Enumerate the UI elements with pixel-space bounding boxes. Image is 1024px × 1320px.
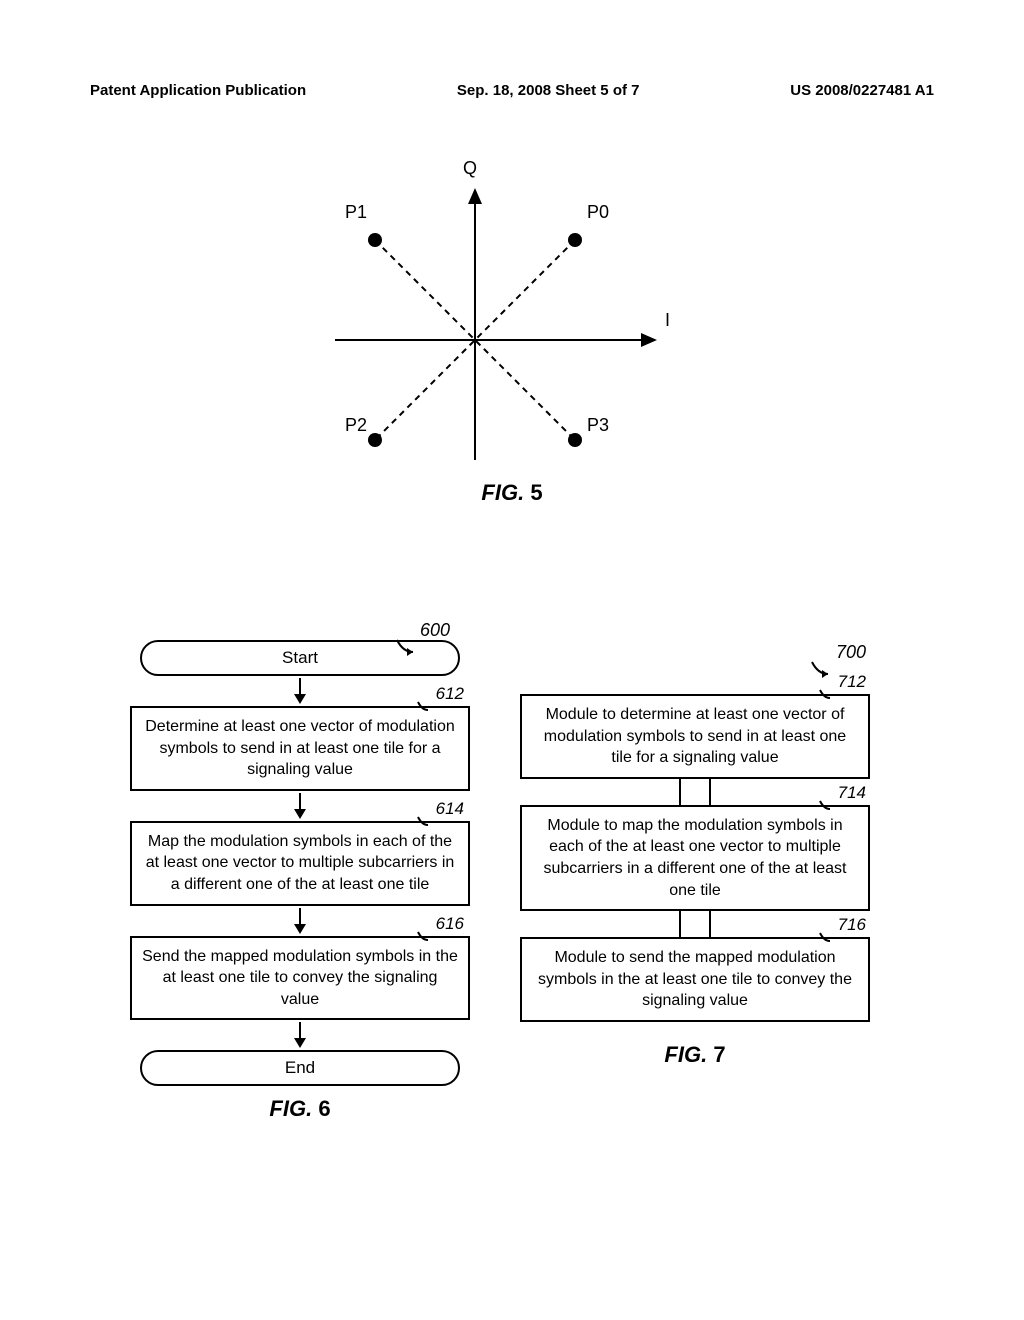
point-p3-label: P3 xyxy=(587,415,609,436)
module-714-wrap: 714 Module to map the modulation symbols… xyxy=(520,805,870,911)
header-right: US 2008/0227481 A1 xyxy=(790,82,934,99)
axis-q-label: Q xyxy=(463,158,477,179)
figure-7-caption: FIG. 7 xyxy=(520,1042,870,1068)
figure-5-constellation: Q I P0 P1 P2 P3 xyxy=(255,160,695,500)
module-714-ref: 714 xyxy=(838,783,866,803)
point-p1-label: P1 xyxy=(345,202,367,223)
figure-6-caption: FIG. 6 xyxy=(130,1096,470,1122)
fig7-caption-num: 7 xyxy=(707,1042,725,1067)
header-center: Sep. 18, 2008 Sheet 5 of 7 xyxy=(457,82,640,99)
module-716-wrap: 716 Module to send the mapped modulation… xyxy=(520,937,870,1022)
module-716-ref: 716 xyxy=(838,915,866,935)
ref-hook-icon xyxy=(818,931,832,945)
ref-hook-icon xyxy=(818,688,832,702)
ref-hook-icon xyxy=(818,799,832,813)
fig7-ref-hook-icon xyxy=(810,660,830,678)
step-612-wrap: 612 Determine at least one vector of mod… xyxy=(130,706,470,791)
step-612-ref: 612 xyxy=(436,684,464,704)
page-header: Patent Application Publication Sep. 18, … xyxy=(0,82,1024,99)
figure-5-caption: FIG. 5 xyxy=(0,480,1024,506)
step-616-process: Send the mapped modulation symbols in th… xyxy=(130,936,470,1021)
module-712-wrap: 712 Module to determine at least one vec… xyxy=(520,694,870,779)
fig7-caption-prefix: FIG. xyxy=(664,1042,707,1067)
module-712: Module to determine at least one vector … xyxy=(520,694,870,779)
header-left: Patent Application Publication xyxy=(90,82,306,99)
step-616-ref: 616 xyxy=(436,914,464,934)
ref-hook-icon xyxy=(416,930,430,944)
module-716: Module to send the mapped modulation sym… xyxy=(520,937,870,1022)
constellation-svg xyxy=(255,160,695,500)
module-714: Module to map the modulation symbols in … xyxy=(520,805,870,911)
fig6-caption-prefix: FIG. xyxy=(269,1096,312,1121)
fig6-ref-hook-icon xyxy=(395,638,415,656)
step-612-process: Determine at least one vector of modulat… xyxy=(130,706,470,791)
module-712-ref: 712 xyxy=(838,672,866,692)
figure-7-ref: 700 xyxy=(836,642,866,663)
step-614-ref: 614 xyxy=(436,799,464,819)
axis-i-label: I xyxy=(665,310,670,331)
end-terminal: End xyxy=(140,1050,460,1086)
step-616-wrap: 616 Send the mapped modulation symbols i… xyxy=(130,936,470,1021)
arrow-down-icon xyxy=(130,1022,470,1048)
point-p0-label: P0 xyxy=(587,202,609,223)
figure-6-ref: 600 xyxy=(420,620,450,641)
step-614-wrap: 614 Map the modulation symbols in each o… xyxy=(130,821,470,906)
ref-hook-icon xyxy=(416,815,430,829)
fig5-caption-num: 5 xyxy=(524,480,542,505)
figure-7-modules: 700 712 Module to determine at least one… xyxy=(520,666,870,1068)
step-614-process: Map the modulation symbols in each of th… xyxy=(130,821,470,906)
fig6-caption-num: 6 xyxy=(312,1096,330,1121)
ref-hook-icon xyxy=(416,700,430,714)
figure-6-flowchart: 600 Start 612 Determine at least one vec… xyxy=(130,640,470,1122)
point-p2-label: P2 xyxy=(345,415,367,436)
fig5-caption-prefix: FIG. xyxy=(481,480,524,505)
